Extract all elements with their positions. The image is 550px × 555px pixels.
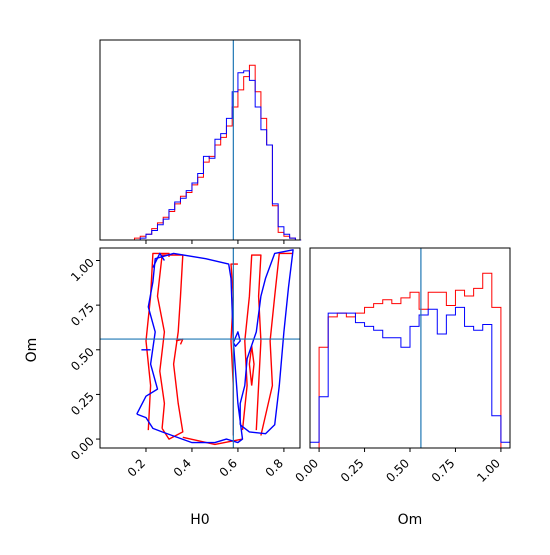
contour-red-level-0 (156, 254, 184, 440)
hist-h0-red-series (100, 64, 302, 241)
hist-om-blue-series (309, 306, 511, 448)
tick-label-om-x-1: 0.25 (338, 456, 367, 485)
hist-h0-blue-series (100, 70, 302, 241)
tick-label-om-x-0: 0.00 (292, 456, 321, 485)
tick-label-om-x-2: 0.50 (383, 456, 412, 485)
tick-label-om-y-4: 1.00 (68, 256, 97, 285)
tick-label-om-x-3: 0.75 (429, 456, 458, 485)
xlabel-h0: H0 (190, 512, 209, 528)
contour-red-level-4 (241, 254, 262, 431)
contour-blue-level-4 (232, 331, 241, 347)
tick-label-om-y-2: 0.50 (68, 345, 97, 374)
tick-label-om-y-3: 0.75 (68, 300, 97, 329)
hist-om-red-series (310, 272, 510, 449)
tick-label-om-y-1: 0.25 (68, 389, 97, 418)
contour-red-level-5 (260, 252, 294, 436)
contour-blue-level-0 (136, 252, 244, 444)
tick-label-h0-x-3: 0.8 (263, 456, 286, 479)
tick-label-om-x-4: 1.00 (474, 456, 503, 485)
tick-label-h0-x-0: 0.2 (125, 456, 148, 479)
contour-red-level-1 (145, 252, 170, 431)
tick-label-h0-x-2: 0.6 (217, 456, 240, 479)
panel-frame-hist-h0 (99, 39, 301, 241)
panel-frame-contour (99, 247, 301, 449)
contour-blue-level-2 (152, 252, 165, 268)
ylabel-om: Om (24, 338, 40, 363)
xlabel-om: Om (398, 512, 423, 528)
contour-blue-level-1 (239, 249, 294, 435)
tick-label-om-y-0: 0.00 (68, 434, 97, 463)
panel-frame-hist-om (309, 247, 511, 449)
tick-label-h0-x-1: 0.4 (171, 456, 194, 479)
